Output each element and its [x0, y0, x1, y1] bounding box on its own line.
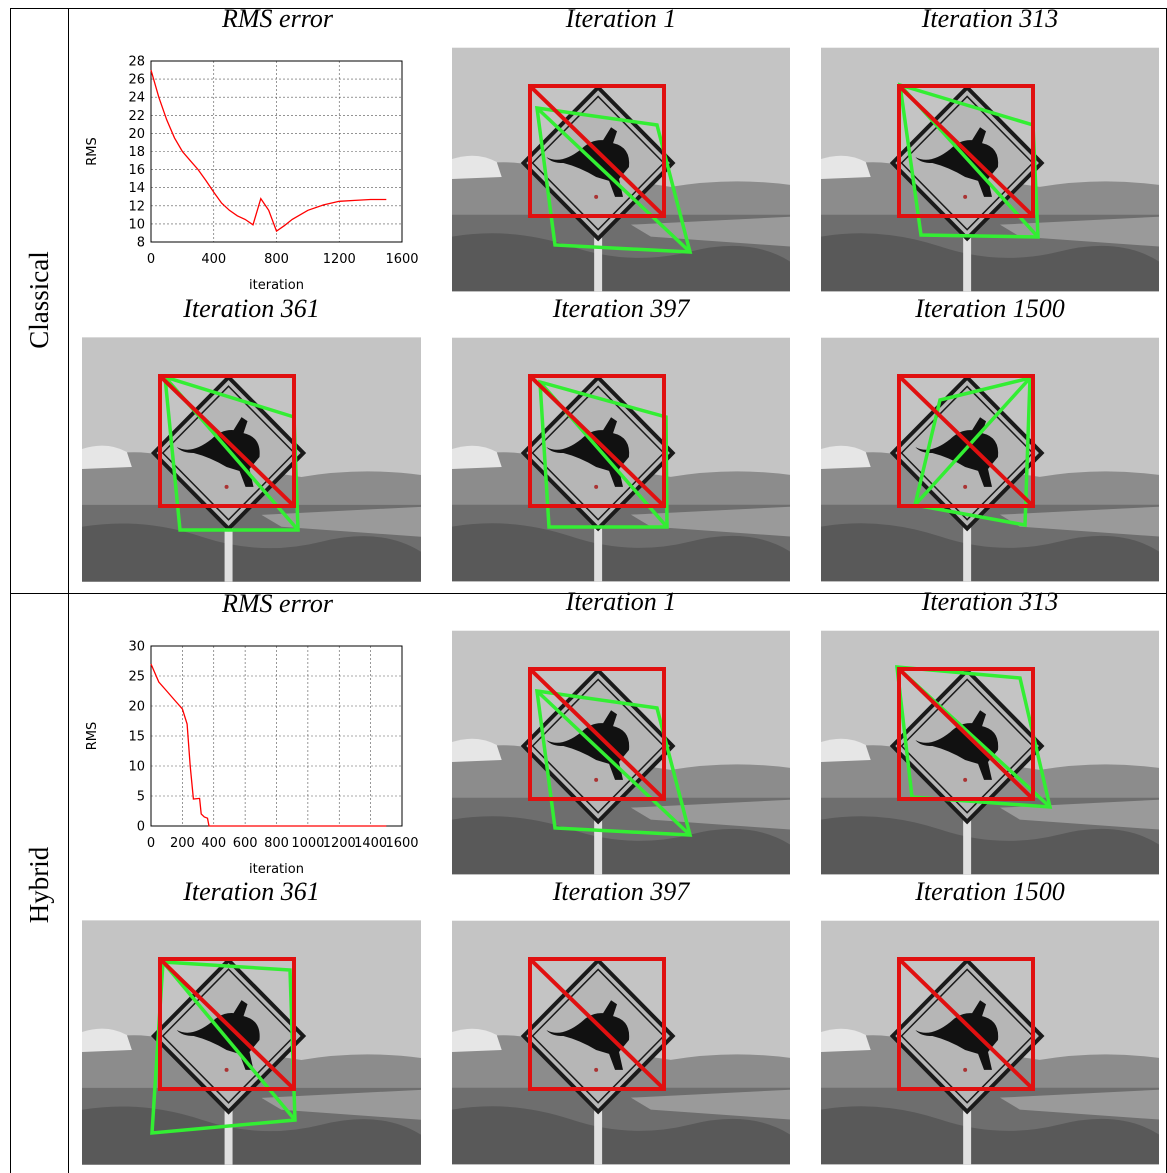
- y-tick-label: 0: [137, 820, 145, 835]
- rms-line: [150, 69, 387, 233]
- rms-line: [150, 663, 387, 827]
- panel-title: Iteration 1: [565, 587, 677, 616]
- x-tick-label: 600: [233, 836, 258, 851]
- y-tick-label: 20: [128, 700, 145, 715]
- target-diagonal: [528, 374, 666, 508]
- x-tick-label: 0: [147, 836, 155, 851]
- target-diagonal: [528, 84, 666, 218]
- target-quad: [897, 957, 1035, 1091]
- target-diagonal: [897, 957, 1035, 1091]
- tracked-diagonal: [161, 960, 297, 1122]
- x-axis-label: iteration: [249, 862, 304, 877]
- panel-title: Iteration 397: [552, 877, 690, 906]
- panel-title: Iteration 1: [565, 4, 677, 33]
- plot-frame: [150, 60, 403, 243]
- panel-image: [82, 920, 421, 1165]
- panel-title: Iteration 1500: [914, 294, 1065, 323]
- panel-image: [452, 920, 790, 1165]
- x-tick-label: 1000: [291, 836, 324, 851]
- y-tick-label: 24: [128, 91, 145, 106]
- target-diagonal: [528, 957, 666, 1091]
- target-diagonal: [528, 667, 666, 801]
- x-tick-label: 400: [201, 836, 226, 851]
- x-tick-label: 800: [264, 836, 289, 851]
- panel-image: [821, 920, 1159, 1165]
- target-quad: [528, 84, 666, 218]
- target-diagonal: [158, 957, 296, 1091]
- y-tick-label: 14: [128, 181, 145, 196]
- y-tick-label: 8: [137, 236, 145, 251]
- tracked-diagonal: [535, 106, 692, 254]
- panel-image: [452, 630, 790, 875]
- panel-title: Iteration 361: [182, 877, 320, 906]
- panel-image: [821, 337, 1159, 582]
- target-quad: [158, 374, 296, 508]
- y-tick-label: 25: [128, 670, 145, 685]
- y-tick-label: 10: [128, 760, 145, 775]
- panel-title: Iteration 361: [182, 294, 320, 323]
- y-tick-label: 30: [128, 640, 145, 655]
- y-tick-label: 22: [128, 109, 145, 124]
- x-tick-label: 1200: [323, 836, 356, 851]
- panel-image: [821, 47, 1159, 292]
- panel-image: [452, 337, 790, 582]
- chart-title: RMS error: [221, 589, 334, 618]
- x-axis-label: iteration: [249, 278, 304, 293]
- target-quad: [158, 957, 296, 1091]
- y-tick-label: 26: [128, 73, 145, 88]
- target-quad: [897, 84, 1035, 218]
- chart-title: RMS error: [221, 4, 334, 33]
- panel-title: Iteration 1500: [914, 877, 1065, 906]
- x-tick-label: 1600: [385, 836, 418, 851]
- x-tick-label: 800: [264, 252, 289, 267]
- x-tick-label: 400: [201, 252, 226, 267]
- y-axis-label: RMS: [85, 722, 100, 751]
- target-quad: [528, 957, 666, 1091]
- y-tick-label: 20: [128, 127, 145, 142]
- target-diagonal: [158, 374, 296, 508]
- x-tick-label: 1200: [323, 252, 356, 267]
- panel-title: Iteration 397: [552, 294, 690, 323]
- x-tick-label: 1400: [354, 836, 387, 851]
- target-diagonal: [897, 667, 1035, 801]
- tracked-diagonal: [913, 376, 1032, 507]
- target-quad: [897, 667, 1035, 801]
- y-tick-label: 28: [128, 55, 145, 70]
- y-tick-label: 12: [128, 199, 145, 214]
- target-diagonal: [897, 84, 1035, 218]
- panel-image: [821, 630, 1159, 875]
- row-label: Classical: [24, 251, 54, 348]
- y-axis-label: RMS: [85, 137, 100, 166]
- y-tick-label: 18: [128, 145, 145, 160]
- target-quad: [528, 374, 666, 508]
- y-tick-label: 5: [137, 790, 145, 805]
- x-tick-label: 200: [170, 836, 195, 851]
- panel-image: [82, 337, 421, 582]
- panel-image: [452, 47, 790, 292]
- x-tick-label: 1600: [385, 252, 418, 267]
- y-tick-label: 10: [128, 217, 145, 232]
- tracked-diagonal: [535, 689, 692, 837]
- row-label: Hybrid: [24, 846, 54, 923]
- target-diagonal: [897, 374, 1035, 508]
- x-tick-label: 0: [147, 252, 155, 267]
- panel-title: Iteration 313: [921, 587, 1059, 616]
- target-quad: [897, 374, 1035, 508]
- y-tick-label: 15: [128, 730, 145, 745]
- panel-title: Iteration 313: [921, 4, 1059, 33]
- y-tick-label: 16: [128, 163, 145, 178]
- target-quad: [528, 667, 666, 801]
